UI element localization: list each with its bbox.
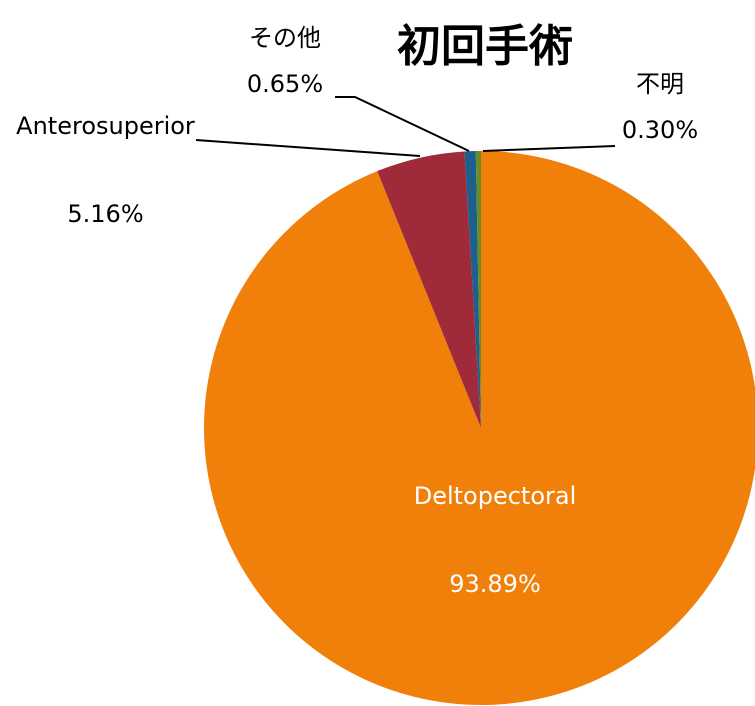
slice-label: 不明 xyxy=(636,70,684,98)
leader-line xyxy=(482,145,616,152)
value-label: 0.30% xyxy=(621,116,699,144)
value-label: 5.16% xyxy=(67,200,144,228)
value-label: 0.65% xyxy=(246,70,324,98)
slice-label: Anterosuperior xyxy=(16,112,195,140)
slice-label: Deltopectoral xyxy=(413,482,577,510)
leader-line xyxy=(335,96,470,152)
leader-line xyxy=(195,139,421,157)
pie-slice xyxy=(464,151,481,429)
pie-slice xyxy=(475,151,481,428)
chart-title: 初回手術 xyxy=(397,21,573,72)
pie-slice xyxy=(204,151,755,705)
value-label: 93.89% xyxy=(449,570,541,598)
pie-slice xyxy=(377,151,481,428)
slice-label: その他 xyxy=(249,24,321,52)
